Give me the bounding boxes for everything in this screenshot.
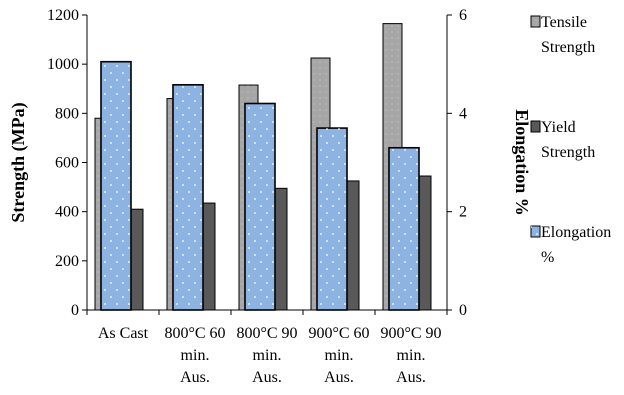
y-tick-label: 800	[55, 105, 79, 122]
y-axis-title: Strength (MPa)	[8, 102, 29, 222]
x-tick-label: 800°C 60	[164, 325, 225, 342]
legend: Tensile Strength Yield Strength Elongation%	[530, 14, 611, 266]
x-tick-label: min.	[253, 347, 282, 364]
bar-yield-strength	[346, 180, 360, 311]
bar-elongation-texture	[245, 103, 275, 310]
labels: 0 200 400 600 800 1000 1200 0 2 4 6 As Cast 800°C 60…	[8, 7, 532, 386]
y-tick-label: 0	[71, 302, 79, 319]
x-tick-label: min.	[397, 347, 426, 364]
y-tick-label: 1000	[47, 56, 79, 73]
bar-yield-strength	[202, 202, 216, 311]
legend-label: %	[541, 249, 554, 266]
x-tick-label: 900°C 90	[380, 325, 441, 342]
bar-yield-strength	[418, 175, 432, 311]
x-tick-label: Aus.	[180, 369, 210, 386]
x-tick-label: 900°C 60	[308, 325, 369, 342]
y2-tick-label: 6	[459, 7, 467, 24]
x-tick-label: Aus.	[396, 369, 426, 386]
y-tick-label: 1200	[47, 7, 79, 24]
axes	[82, 14, 452, 315]
legend-label: Yield	[541, 119, 576, 136]
bar-elongation-texture	[389, 147, 419, 310]
y2-tick-label: 0	[459, 302, 467, 319]
y-tick-label: 600	[55, 155, 79, 172]
legend-label: Strength	[541, 144, 595, 161]
bar-yield-strength	[130, 208, 144, 311]
x-tick-label: Aus.	[252, 369, 282, 386]
legend-swatch	[530, 120, 541, 133]
x-tick-label: As Cast	[98, 325, 149, 342]
bar-elongation-texture	[173, 84, 203, 310]
y-tick-label: 200	[55, 253, 79, 270]
bar-yield-strength	[274, 187, 288, 311]
bar-elongation-texture	[101, 61, 131, 311]
legend-label: Tensile	[541, 14, 587, 31]
y2-tick-label: 2	[459, 204, 467, 221]
x-tick-label: Aus.	[324, 369, 354, 386]
legend-swatch-texture	[531, 16, 540, 27]
y2-axis-title: Elongation %	[512, 109, 532, 216]
legend-label: Strength	[541, 39, 595, 56]
legend-label: Elongation	[541, 224, 611, 241]
y2-tick-label: 4	[459, 105, 467, 122]
x-tick-label: 800°C 90	[236, 325, 297, 342]
x-tick-label: min.	[181, 347, 210, 364]
x-tick-label: min.	[325, 347, 354, 364]
bar-elongation-texture	[317, 128, 347, 310]
bars	[94, 23, 432, 311]
y-tick-label: 400	[55, 204, 79, 221]
legend-swatch-texture	[531, 226, 540, 237]
